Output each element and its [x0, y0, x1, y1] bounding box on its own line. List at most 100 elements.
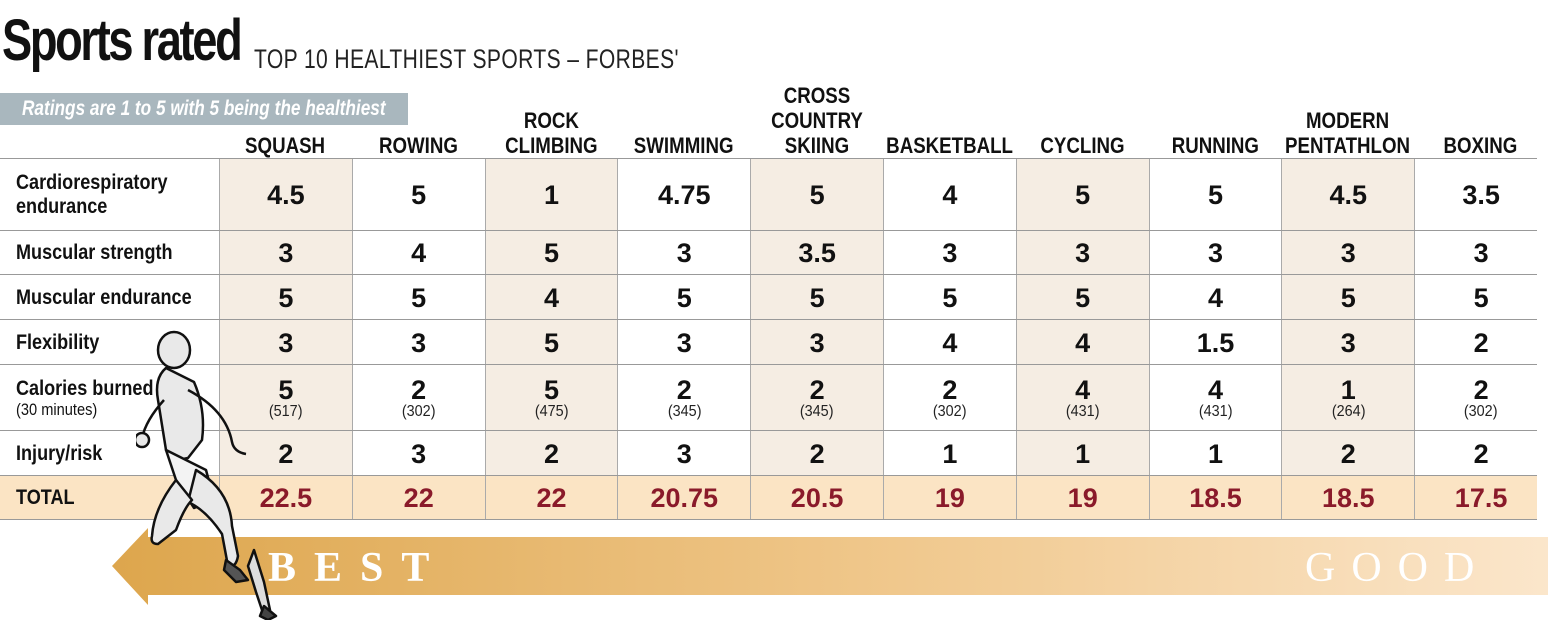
page-title: Sports rated	[2, 8, 243, 73]
cell-value: 2	[809, 375, 825, 405]
row-label-text: Calories burned	[16, 377, 154, 400]
cell-subvalue: (345)	[800, 403, 834, 420]
table-cell: 4	[351, 231, 485, 275]
cell-value: 5	[1075, 180, 1091, 210]
table-cell: 4 (431)	[1015, 365, 1149, 431]
cell-value: 22.5	[259, 483, 313, 513]
table-cell: 20.75	[617, 476, 750, 520]
rating-note-text: Ratings are 1 to 5 with 5 being the heal…	[22, 97, 386, 120]
cell-value: 4.5	[267, 180, 305, 210]
column-header: SQUASH	[219, 80, 352, 158]
column-header: CYCLING	[1016, 80, 1149, 158]
cell-value: 5	[543, 327, 559, 358]
table-row: Injury/risk 2 3 2 3 2 1 1 1 2 2	[0, 430, 1537, 476]
table-cell: 5	[883, 275, 1016, 320]
table-cell: 5 (475)	[484, 365, 618, 431]
table-cell: 5	[1015, 275, 1149, 320]
table-cell: 1	[1015, 431, 1149, 476]
row-label: Muscular strength	[16, 231, 198, 275]
column-header: ROCK CLIMBING	[485, 80, 618, 158]
cell-subvalue: (302)	[933, 403, 967, 420]
cell-value: 4	[1075, 327, 1091, 358]
table-cell: 5	[351, 275, 485, 320]
cell-value: 22	[536, 483, 567, 513]
cell-value: 3	[411, 327, 427, 358]
cell-value: 3	[676, 238, 692, 268]
cell-value: 1	[1340, 375, 1356, 405]
cell-value: 2	[543, 438, 559, 469]
row-label: TOTAL	[16, 476, 84, 520]
cell-value: 22	[403, 483, 434, 513]
row-label: Injury/risk	[16, 431, 116, 476]
table-cell: 2	[1414, 431, 1547, 476]
table-cell: 2 (302)	[351, 365, 485, 431]
cell-value: 5	[809, 282, 825, 313]
cell-value: 1.5	[1196, 327, 1235, 358]
cell-value: 19	[1067, 483, 1098, 513]
table-cell: 3	[219, 320, 352, 365]
row-label: Muscular endurance	[16, 275, 220, 320]
table-cell: 3	[883, 231, 1016, 275]
row-label: Cardiorespiratory endurance	[16, 159, 192, 231]
table-cell: 2	[1281, 431, 1415, 476]
table-cell: 19	[1015, 476, 1149, 520]
table-cell: 5	[484, 231, 618, 275]
table-cell: 2	[1414, 320, 1547, 365]
table-cell: 22	[484, 476, 618, 520]
column-header-label: ROCK CLIMBING	[504, 108, 598, 158]
table-cell: 5	[351, 159, 485, 231]
table-cell: 20.5	[750, 476, 883, 520]
table-cell: 3	[1414, 231, 1547, 275]
cell-value: 3	[1340, 327, 1356, 358]
table-cell: 4.5	[1281, 159, 1415, 231]
table-cell: 2	[484, 431, 618, 476]
table-cell: 4	[883, 320, 1016, 365]
cell-value: 2	[411, 375, 427, 405]
table-cell: 5	[219, 275, 352, 320]
column-header-label: SWIMMING	[633, 133, 734, 158]
row-label-text: Muscular strength	[16, 241, 173, 264]
table-cell: 3.5	[1414, 159, 1547, 231]
column-header-label: CROSS COUNTRY SKIING	[770, 83, 863, 158]
cell-value: 2	[676, 375, 692, 405]
row-label-text: Cardiorespiratory	[16, 171, 168, 194]
cell-value: 5	[543, 375, 559, 405]
cell-value: 18.5	[1322, 483, 1375, 513]
row-sublabel: (30 minutes)	[16, 400, 98, 419]
cell-value: 2	[1473, 375, 1489, 405]
table-cell: 3	[617, 231, 750, 275]
cell-value: 3.5	[798, 238, 836, 268]
column-header: BOXING	[1414, 80, 1547, 158]
table-row: Cardiorespiratory endurance 4.5 5 1 4.75 5 4 5 5 4…	[0, 158, 1537, 231]
cell-value: 3	[1075, 238, 1091, 268]
table-cell: 3	[219, 231, 352, 275]
table-cell: 2	[750, 431, 883, 476]
column-header-label: MODERN PENTATHLON	[1285, 108, 1411, 158]
table-row: Muscular strength 3 4 5 3 3.5 3 3 3 3 3	[0, 230, 1537, 275]
table-cell: 5	[1015, 159, 1149, 231]
cell-value: 2	[942, 375, 958, 405]
table-cell: 3	[1148, 231, 1282, 275]
column-header-label: SQUASH	[245, 133, 326, 158]
table-cell: 4.5	[219, 159, 352, 231]
table-cell: 2 (302)	[1414, 365, 1547, 431]
table-cell: 1	[484, 159, 618, 231]
row-label: Flexibility	[16, 320, 113, 365]
cell-value: 5	[278, 375, 294, 405]
table-cell: 3	[1281, 320, 1415, 365]
runner-illustration	[136, 330, 278, 620]
cell-subvalue: (345)	[667, 403, 702, 420]
table-cell: 4	[883, 159, 1016, 231]
table-cell: 5	[1281, 275, 1415, 320]
cell-value: 3	[676, 438, 692, 469]
cell-value: 3	[676, 327, 692, 358]
table-cell: 4	[1148, 275, 1282, 320]
table-cell: 5	[484, 320, 618, 365]
table-cell: 3	[351, 431, 485, 476]
table-cell: 5	[1414, 275, 1547, 320]
cell-value: 20.75	[650, 483, 719, 513]
cell-value: 3	[411, 438, 427, 469]
column-header: SWIMMING	[617, 80, 750, 158]
table-cell: 3	[617, 320, 750, 365]
cell-value: 5	[278, 282, 294, 313]
